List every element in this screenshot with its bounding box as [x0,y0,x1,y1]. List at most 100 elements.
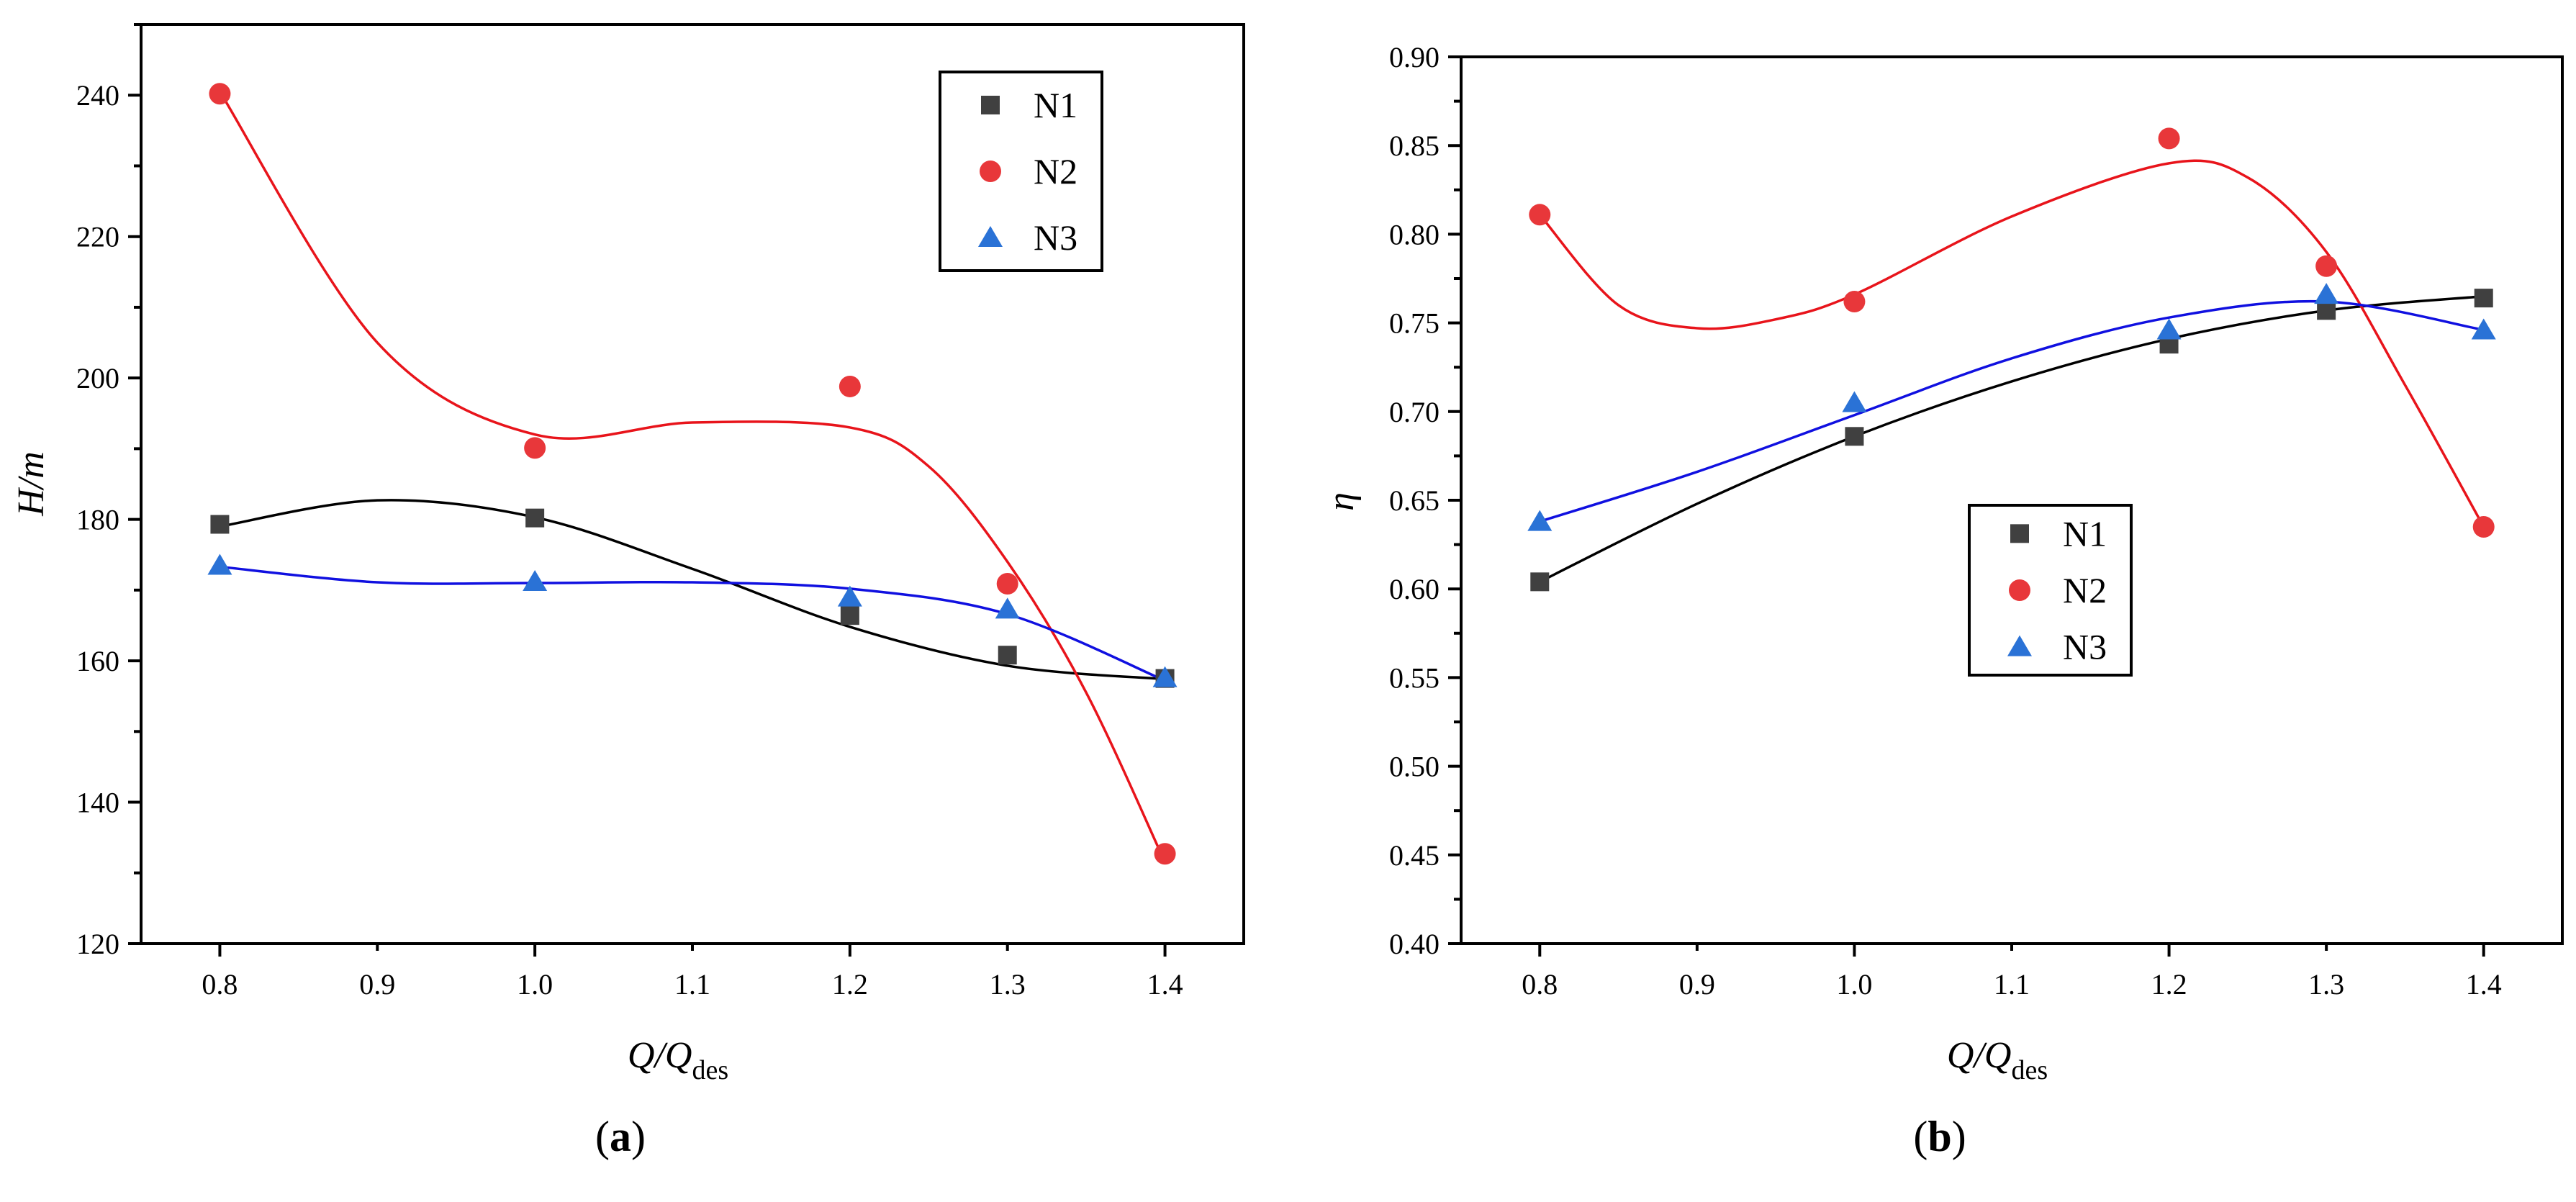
legend-label-n3: N3 [1034,217,1077,258]
x-tick-label: 0.9 [1679,968,1715,1000]
y-tick-label: 240 [76,79,119,112]
data-point-n3 [2314,283,2339,304]
y-tick-label: 0.80 [1389,218,1440,250]
legend-label-n2: N2 [1034,151,1077,191]
x-axis-title-main: Q/Q [628,1035,692,1076]
data-point-n3 [523,570,548,592]
x-axis-title: Q/Qdes [628,1035,728,1085]
legend-marker-n1 [981,96,1000,114]
data-point-n2 [524,437,546,459]
data-point-n3 [2156,318,2182,340]
x-tick-label: 1.1 [674,968,710,1000]
legend-label-n3: N3 [2063,627,2107,667]
y-tick-label: 180 [76,504,119,536]
fit-curve-n3 [1539,299,2485,523]
legend-marker-n1 [2010,524,2029,543]
legend: N1 N2 N3 [1968,504,2133,677]
data-point-n2 [2158,127,2180,150]
legend: N1 N2 N3 [939,71,1103,272]
y-tick-label: 0.45 [1389,839,1440,872]
panel-label: (a) [595,1113,646,1160]
data-point-n1 [1845,427,1864,446]
y-tick-label: 140 [76,787,119,819]
data-point-n3 [1527,510,1553,531]
data-point-n1 [998,646,1017,665]
panel-label-close: ) [1952,1113,1966,1160]
x-axis-title-main: Q/Q [1947,1035,2012,1076]
data-point-n3 [1152,666,1178,687]
legend-box [1968,504,2133,677]
fit-curve-n2 [1538,159,2485,528]
data-point-n1 [2317,301,2336,320]
data-point-n2 [1843,291,1866,313]
chart-panel-b: 0.8 0.9 1.0 1.1 1.2 1.3 1.4 0.40 0.45 0.50 0.55 0.6… [1321,41,2564,1160]
y-tick-label: 0.70 [1389,396,1440,428]
x-tick-label: 1.4 [1147,968,1183,1000]
data-point-n2 [1529,204,1551,226]
x-tick-label: 1.2 [832,968,868,1000]
y-tick-label: 200 [76,362,119,394]
data-point-n3 [837,585,862,607]
x-tick-label: 1.0 [517,968,553,1000]
y-tick-label: 0.55 [1389,661,1440,694]
legend-label-n1: N1 [1034,85,1077,125]
legend-label-n2: N2 [2063,570,2107,610]
fit-curve-n1 [220,499,1165,681]
panel-label: (b) [1913,1113,1966,1160]
x-axis-title-subscript: des [692,1055,728,1085]
plot-frame [1460,55,2564,945]
data-point-n2 [2315,255,2338,277]
x-axis-title: Q/Qdes [1947,1035,2048,1085]
data-point-n2 [996,573,1018,595]
data-point-n3 [2471,318,2496,340]
data-point-n3 [207,553,232,575]
data-point-n2 [2472,515,2495,538]
data-point-n2 [209,83,231,105]
data-point-n1 [525,508,545,528]
legend-marker-n2 [2009,579,2030,601]
x-tick-label: 1.1 [1994,968,2030,1000]
legend-label-n1: N1 [2063,513,2107,553]
panel-label-close: ) [631,1113,646,1160]
y-tick-label: 160 [76,645,119,677]
legend-marker-n2 [980,161,1001,182]
data-point-n3 [1842,391,1867,412]
y-tick-label: 0.65 [1389,484,1440,517]
x-tick-label: 0.9 [359,968,395,1000]
data-point-n2 [1154,843,1176,865]
x-tick-label: 1.4 [2466,968,2502,1000]
x-tick-label: 1.3 [2308,968,2344,1000]
x-axis-title-subscript: des [2011,1055,2048,1085]
y-tick-label: 0.75 [1389,307,1440,340]
y-axis-title: H/m [11,451,52,517]
y-tick-label: 0.50 [1389,751,1440,783]
y-axis-title: η [1321,492,1362,511]
data-point-n1 [210,515,230,534]
data-point-n1 [2474,289,2493,308]
x-tick-label: 1.2 [2151,968,2187,1000]
x-tick-label: 0.8 [1522,968,1558,1000]
y-tick-label: 120 [76,928,119,960]
fit-curve-n2 [218,91,1167,863]
data-point-n1 [1530,572,1550,592]
data-point-n3 [995,597,1020,619]
x-tick-label: 1.3 [990,968,1026,1000]
y-tick-label: 0.40 [1389,928,1440,960]
y-tick-label: 0.85 [1389,130,1440,162]
legend-marker-n3 [2007,635,2032,656]
data-point-n2 [839,375,861,397]
x-tick-label: 1.0 [1836,968,1872,1000]
panel-label-letter: b [1928,1113,1951,1160]
x-tick-label: 0.8 [202,968,238,1000]
chart-panel-a: 0.8 0.9 1.0 1.1 1.2 1.3 1.4 120 140 160 180 200 220 2… [11,23,1245,1160]
y-tick-label: 0.90 [1389,41,1440,73]
panel-label-letter: a [610,1113,631,1160]
panel-label-open: ( [1913,1113,1928,1160]
y-tick-label: 220 [76,221,119,253]
legend-marker-n3 [978,226,1003,247]
y-tick-label: 0.60 [1389,573,1440,605]
data-point-n1 [840,606,859,625]
panel-label-open: ( [595,1113,610,1160]
legend-box [939,71,1103,272]
